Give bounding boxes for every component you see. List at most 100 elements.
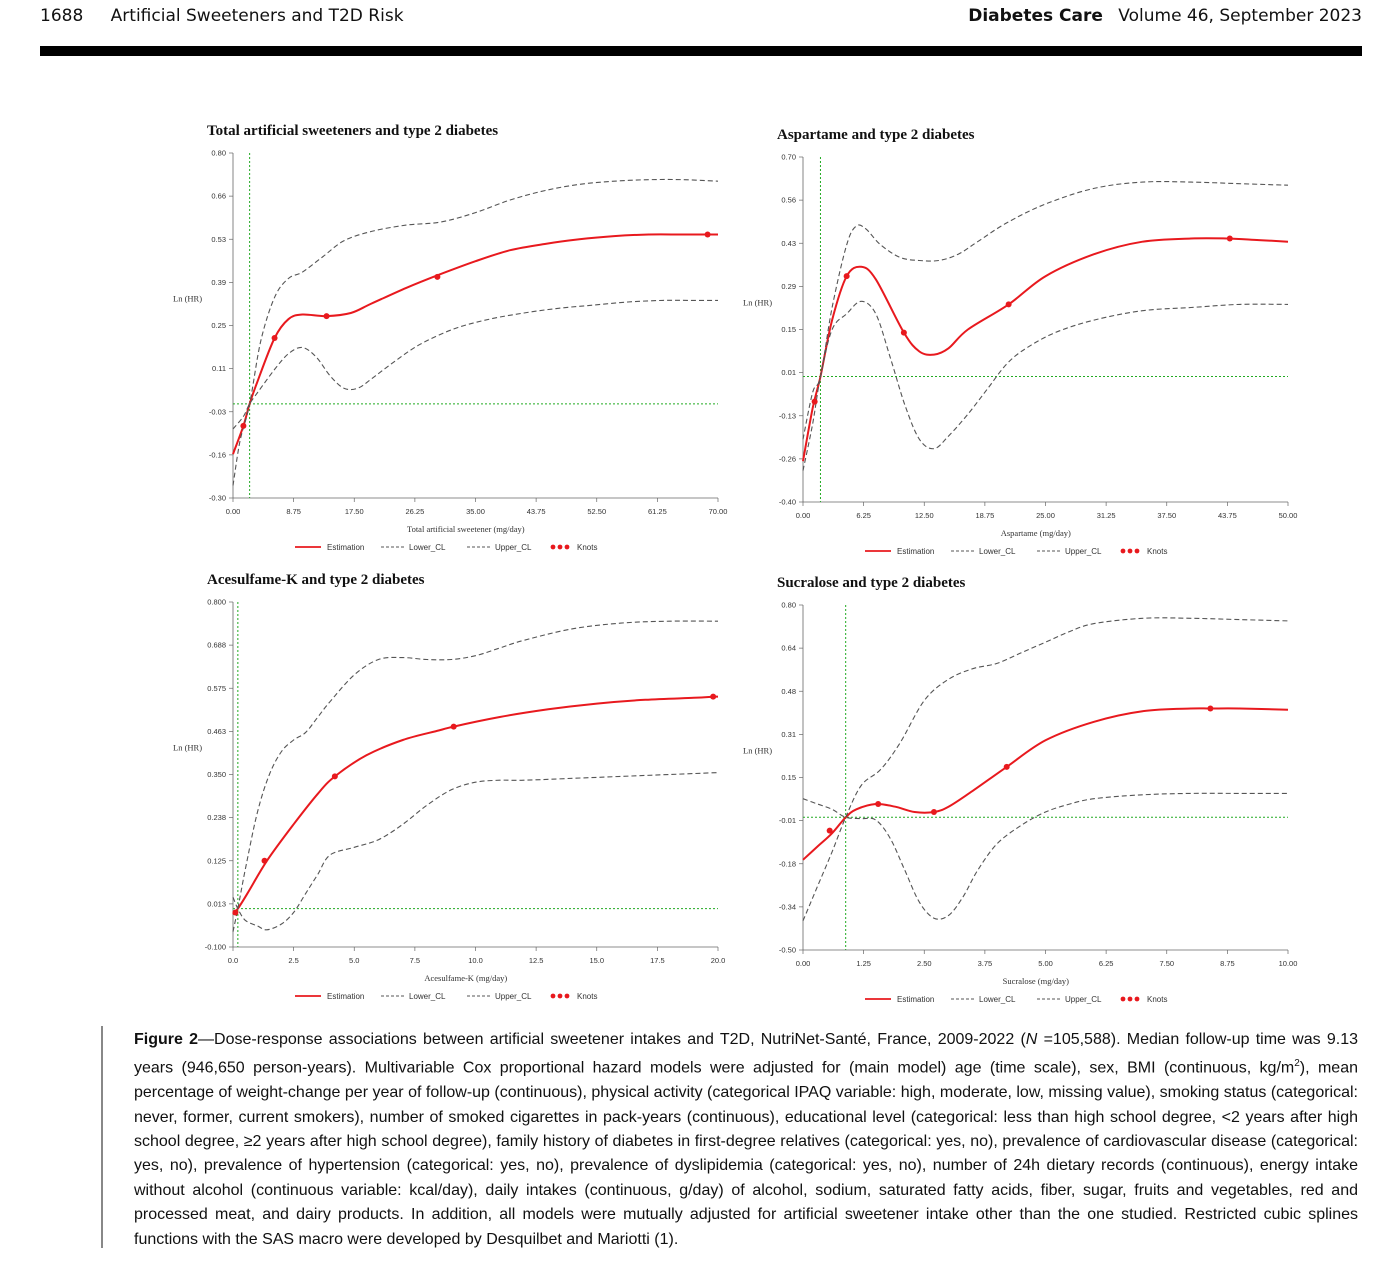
y-tick-label: -0.40 xyxy=(779,498,796,507)
journal-name: Diabetes Care xyxy=(968,6,1103,26)
y-tick-label: -0.13 xyxy=(779,411,796,420)
series-line-upper-cl xyxy=(232,178,719,486)
knot-point xyxy=(434,273,441,280)
x-tick-label: 5.00 xyxy=(1038,959,1053,968)
series-line-upper-cl xyxy=(802,180,1289,440)
chart-title: Acesulfame-K and type 2 diabetes xyxy=(207,572,425,588)
series-line-lower-cl xyxy=(232,772,719,931)
legend-label-estimation: Estimation xyxy=(897,995,934,1004)
legend-label-knots: Knots xyxy=(1147,995,1167,1004)
x-tick-label: 70.00 xyxy=(709,507,728,516)
running-header: 1688 Artificial Sweeteners and T2D Risk … xyxy=(40,6,1362,32)
y-tick-label: -0.16 xyxy=(209,450,226,459)
x-tick-label: 0.00 xyxy=(796,959,811,968)
knot-point xyxy=(811,398,818,405)
knot-point xyxy=(710,693,717,700)
y-tick-label: 0.013 xyxy=(207,899,226,908)
y-tick-label: 0.11 xyxy=(212,364,226,373)
series-line-lower-cl xyxy=(232,299,718,430)
header-rule xyxy=(40,46,1362,56)
series-line-lower-cl xyxy=(802,300,1289,471)
y-tick-label: 0.350 xyxy=(207,770,226,779)
legend-label-estimation: Estimation xyxy=(327,543,364,552)
x-axis-label: Aspartame (mg/day) xyxy=(1001,528,1071,538)
legend-label-upper-cl: Upper_CL xyxy=(1065,547,1102,556)
figure-caption: Figure 2—Dose-response associations betw… xyxy=(134,1028,1358,1252)
legend-swatch-knots xyxy=(550,993,556,999)
y-tick-label: -0.03 xyxy=(209,407,226,416)
y-tick-label: -0.18 xyxy=(779,859,796,868)
knot-point xyxy=(271,335,278,342)
y-tick-label: 0.463 xyxy=(207,727,226,736)
legend-label-lower-cl: Lower_CL xyxy=(409,992,446,1001)
knot-point xyxy=(704,231,711,238)
legend-label-lower-cl: Lower_CL xyxy=(979,995,1016,1004)
x-tick-label: 17.5 xyxy=(650,956,665,965)
knot-point xyxy=(232,909,239,916)
legend-swatch-knots xyxy=(1134,996,1140,1002)
series-line-estimation xyxy=(802,707,1289,861)
y-tick-label: 0.688 xyxy=(207,641,226,650)
legend-label-knots: Knots xyxy=(577,543,597,552)
x-tick-label: 20.0 xyxy=(711,956,726,965)
x-tick-label: 37.50 xyxy=(1157,511,1176,520)
x-tick-label: 31.25 xyxy=(1097,511,1116,520)
x-tick-label: 12.50 xyxy=(915,511,934,520)
y-tick-label: -0.100 xyxy=(205,943,226,952)
x-tick-label: 15.0 xyxy=(589,956,604,965)
x-tick-label: 6.25 xyxy=(1099,959,1114,968)
knot-point xyxy=(843,273,850,280)
x-tick-label: 1.25 xyxy=(856,959,871,968)
knot-point xyxy=(1003,763,1010,770)
chart-title: Aspartame and type 2 diabetes xyxy=(777,127,975,143)
x-tick-label: 10.0 xyxy=(468,956,483,965)
x-tick-label: 12.5 xyxy=(529,956,544,965)
y-axis-label: Ln (HR) xyxy=(173,293,202,303)
y-tick-label: 0.80 xyxy=(781,601,796,610)
y-tick-label: 0.800 xyxy=(207,598,226,607)
y-tick-label: -0.34 xyxy=(779,902,796,911)
header-right: Diabetes Care Volume 46, September 2023 xyxy=(968,6,1362,26)
x-tick-label: 7.50 xyxy=(1159,959,1174,968)
x-tick-label: 8.75 xyxy=(286,507,301,516)
y-tick-label: -0.30 xyxy=(209,494,226,503)
x-tick-label: 17.50 xyxy=(345,507,364,516)
chart-title: Total artificial sweeteners and type 2 d… xyxy=(207,123,498,139)
y-axis-label: Ln (HR) xyxy=(173,742,202,752)
legend-label-upper-cl: Upper_CL xyxy=(495,992,532,1001)
y-tick-label: 0.70 xyxy=(781,153,796,162)
figure-label: Figure 2 xyxy=(134,1031,199,1048)
series-line-lower-cl xyxy=(802,792,1288,920)
x-tick-label: 43.75 xyxy=(527,507,546,516)
legend-label-lower-cl: Lower_CL xyxy=(409,543,446,552)
x-tick-label: 5.0 xyxy=(349,956,359,965)
y-tick-label: -0.26 xyxy=(779,454,796,463)
y-tick-label: 0.56 xyxy=(781,196,796,205)
legend-label-knots: Knots xyxy=(1147,547,1167,556)
caption-superscript: 2 xyxy=(1294,1058,1300,1070)
series-line-estimation xyxy=(802,237,1289,462)
y-axis-label: Ln (HR) xyxy=(743,745,772,755)
chart-sucralose: Sucralose and type 2 diabetes -0.50 -0.34 -… xyxy=(743,575,1297,1004)
legend-swatch-knots xyxy=(1127,548,1133,554)
x-tick-label: 2.5 xyxy=(288,956,298,965)
x-axis-label: Sucralose (mg/day) xyxy=(1003,976,1069,986)
legend-label-upper-cl: Upper_CL xyxy=(495,543,532,552)
y-tick-label: 0.48 xyxy=(781,687,796,696)
x-tick-label: 25.00 xyxy=(1036,511,1055,520)
x-tick-label: 7.5 xyxy=(410,956,420,965)
legend-swatch-knots xyxy=(564,993,570,999)
header-left: 1688 Artificial Sweeteners and T2D Risk xyxy=(40,6,404,26)
x-tick-label: 8.75 xyxy=(1220,959,1235,968)
legend-label-knots: Knots xyxy=(577,992,597,1001)
x-tick-label: 52.50 xyxy=(587,507,606,516)
page-number: 1688 xyxy=(40,6,84,26)
journal-volume: Volume 46, September 2023 xyxy=(1118,6,1362,26)
knot-point xyxy=(331,773,338,780)
knot-point xyxy=(930,809,937,815)
series-line-estimation xyxy=(232,695,719,916)
legend-label-upper-cl: Upper_CL xyxy=(1065,995,1102,1004)
y-tick-label: 0.43 xyxy=(781,239,796,248)
x-tick-label: 0.00 xyxy=(796,511,811,520)
legend-swatch-knots xyxy=(1120,548,1126,554)
